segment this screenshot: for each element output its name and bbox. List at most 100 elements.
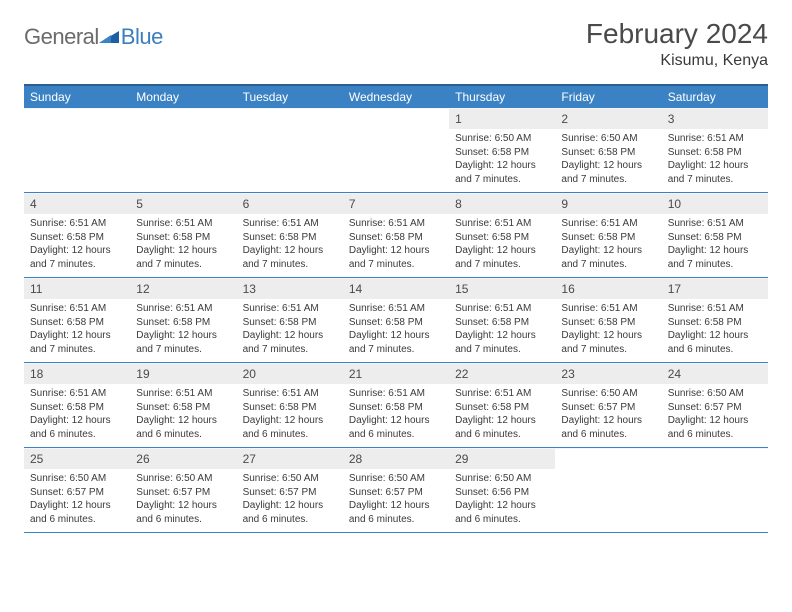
- sunrise-text: Sunrise: 6:51 AM: [136, 302, 230, 316]
- sunset-text: Sunset: 6:57 PM: [136, 486, 230, 500]
- day-body: Sunrise: 6:51 AMSunset: 6:58 PMDaylight:…: [343, 384, 449, 447]
- calendar-cell: 27Sunrise: 6:50 AMSunset: 6:57 PMDayligh…: [237, 448, 343, 532]
- daylight-text: Daylight: 12 hours and 6 minutes.: [349, 414, 443, 441]
- day-number: 1: [449, 108, 555, 129]
- day-number: 28: [343, 448, 449, 469]
- sunrise-text: Sunrise: 6:51 AM: [668, 132, 762, 146]
- daylight-text: Daylight: 12 hours and 6 minutes.: [136, 414, 230, 441]
- day-body: [555, 455, 661, 511]
- day-body: Sunrise: 6:51 AMSunset: 6:58 PMDaylight:…: [237, 384, 343, 447]
- day-number: 12: [130, 278, 236, 299]
- sunrise-text: Sunrise: 6:51 AM: [136, 217, 230, 231]
- sunrise-text: Sunrise: 6:51 AM: [455, 302, 549, 316]
- sunset-text: Sunset: 6:58 PM: [668, 231, 762, 245]
- day-body: Sunrise: 6:51 AMSunset: 6:58 PMDaylight:…: [662, 299, 768, 362]
- calendar-cell: [343, 108, 449, 192]
- day-body: Sunrise: 6:51 AMSunset: 6:58 PMDaylight:…: [555, 214, 661, 277]
- calendar-cell: 5Sunrise: 6:51 AMSunset: 6:58 PMDaylight…: [130, 193, 236, 277]
- day-number: 5: [130, 193, 236, 214]
- sunrise-text: Sunrise: 6:51 AM: [349, 302, 443, 316]
- day-body: [237, 115, 343, 171]
- weekday-tue: Tuesday: [237, 86, 343, 108]
- day-body: [343, 115, 449, 171]
- sunrise-text: Sunrise: 6:51 AM: [668, 302, 762, 316]
- calendar-row: 25Sunrise: 6:50 AMSunset: 6:57 PMDayligh…: [24, 448, 768, 533]
- day-number: 13: [237, 278, 343, 299]
- sunset-text: Sunset: 6:58 PM: [668, 146, 762, 160]
- sunrise-text: Sunrise: 6:51 AM: [243, 302, 337, 316]
- calendar-cell: 26Sunrise: 6:50 AMSunset: 6:57 PMDayligh…: [130, 448, 236, 532]
- day-body: Sunrise: 6:51 AMSunset: 6:58 PMDaylight:…: [130, 384, 236, 447]
- day-number: [662, 448, 768, 455]
- calendar-cell: 25Sunrise: 6:50 AMSunset: 6:57 PMDayligh…: [24, 448, 130, 532]
- day-body: Sunrise: 6:51 AMSunset: 6:58 PMDaylight:…: [662, 214, 768, 277]
- sunset-text: Sunset: 6:58 PM: [136, 401, 230, 415]
- day-body: Sunrise: 6:50 AMSunset: 6:58 PMDaylight:…: [555, 129, 661, 192]
- sunrise-text: Sunrise: 6:50 AM: [349, 472, 443, 486]
- sunset-text: Sunset: 6:58 PM: [561, 316, 655, 330]
- daylight-text: Daylight: 12 hours and 7 minutes.: [349, 244, 443, 271]
- weekday-wed: Wednesday: [343, 86, 449, 108]
- calendar-cell: 24Sunrise: 6:50 AMSunset: 6:57 PMDayligh…: [662, 363, 768, 447]
- page: General Blue February 2024 Kisumu, Kenya…: [0, 0, 792, 551]
- day-body: Sunrise: 6:51 AMSunset: 6:58 PMDaylight:…: [24, 299, 130, 362]
- sunrise-text: Sunrise: 6:51 AM: [30, 217, 124, 231]
- calendar-cell: 11Sunrise: 6:51 AMSunset: 6:58 PMDayligh…: [24, 278, 130, 362]
- calendar-cell: [237, 108, 343, 192]
- day-body: Sunrise: 6:50 AMSunset: 6:57 PMDaylight:…: [343, 469, 449, 532]
- calendar-cell: 20Sunrise: 6:51 AMSunset: 6:58 PMDayligh…: [237, 363, 343, 447]
- calendar-cell: 28Sunrise: 6:50 AMSunset: 6:57 PMDayligh…: [343, 448, 449, 532]
- day-number: 17: [662, 278, 768, 299]
- daylight-text: Daylight: 12 hours and 7 minutes.: [561, 244, 655, 271]
- sunset-text: Sunset: 6:57 PM: [243, 486, 337, 500]
- weekday-sun: Sunday: [24, 86, 130, 108]
- calendar-row: 11Sunrise: 6:51 AMSunset: 6:58 PMDayligh…: [24, 278, 768, 363]
- sunset-text: Sunset: 6:58 PM: [136, 231, 230, 245]
- day-body: Sunrise: 6:51 AMSunset: 6:58 PMDaylight:…: [237, 214, 343, 277]
- day-body: Sunrise: 6:51 AMSunset: 6:58 PMDaylight:…: [24, 384, 130, 447]
- sunset-text: Sunset: 6:57 PM: [668, 401, 762, 415]
- calendar-cell: 16Sunrise: 6:51 AMSunset: 6:58 PMDayligh…: [555, 278, 661, 362]
- sunrise-text: Sunrise: 6:51 AM: [561, 217, 655, 231]
- day-number: 18: [24, 363, 130, 384]
- logo-mark-icon: [99, 26, 119, 49]
- day-number: 6: [237, 193, 343, 214]
- day-number: 11: [24, 278, 130, 299]
- sunrise-text: Sunrise: 6:50 AM: [455, 472, 549, 486]
- sunset-text: Sunset: 6:58 PM: [455, 401, 549, 415]
- header: General Blue February 2024 Kisumu, Kenya: [24, 18, 768, 70]
- daylight-text: Daylight: 12 hours and 7 minutes.: [668, 159, 762, 186]
- calendar-cell: 23Sunrise: 6:50 AMSunset: 6:57 PMDayligh…: [555, 363, 661, 447]
- day-number: 7: [343, 193, 449, 214]
- calendar: Sunday Monday Tuesday Wednesday Thursday…: [24, 84, 768, 533]
- daylight-text: Daylight: 12 hours and 6 minutes.: [136, 499, 230, 526]
- page-subtitle: Kisumu, Kenya: [586, 52, 768, 70]
- day-body: [130, 115, 236, 171]
- day-number: 9: [555, 193, 661, 214]
- daylight-text: Daylight: 12 hours and 7 minutes.: [136, 329, 230, 356]
- page-title: February 2024: [586, 18, 768, 50]
- day-number: 22: [449, 363, 555, 384]
- calendar-cell: 1Sunrise: 6:50 AMSunset: 6:58 PMDaylight…: [449, 108, 555, 192]
- day-body: Sunrise: 6:50 AMSunset: 6:57 PMDaylight:…: [130, 469, 236, 532]
- sunset-text: Sunset: 6:58 PM: [561, 146, 655, 160]
- day-number: [343, 108, 449, 115]
- day-number: 27: [237, 448, 343, 469]
- day-number: [555, 448, 661, 455]
- calendar-cell: 12Sunrise: 6:51 AMSunset: 6:58 PMDayligh…: [130, 278, 236, 362]
- day-body: Sunrise: 6:51 AMSunset: 6:58 PMDaylight:…: [662, 129, 768, 192]
- calendar-cell: [555, 448, 661, 532]
- day-number: [24, 108, 130, 115]
- sunset-text: Sunset: 6:58 PM: [243, 401, 337, 415]
- calendar-cell: 6Sunrise: 6:51 AMSunset: 6:58 PMDaylight…: [237, 193, 343, 277]
- calendar-cell: 21Sunrise: 6:51 AMSunset: 6:58 PMDayligh…: [343, 363, 449, 447]
- weekday-mon: Monday: [130, 86, 236, 108]
- daylight-text: Daylight: 12 hours and 7 minutes.: [561, 159, 655, 186]
- sunrise-text: Sunrise: 6:50 AM: [455, 132, 549, 146]
- logo-text-blue: Blue: [121, 24, 163, 50]
- day-number: 29: [449, 448, 555, 469]
- calendar-cell: 13Sunrise: 6:51 AMSunset: 6:58 PMDayligh…: [237, 278, 343, 362]
- calendar-cell: [662, 448, 768, 532]
- daylight-text: Daylight: 12 hours and 6 minutes.: [243, 499, 337, 526]
- calendar-cell: [130, 108, 236, 192]
